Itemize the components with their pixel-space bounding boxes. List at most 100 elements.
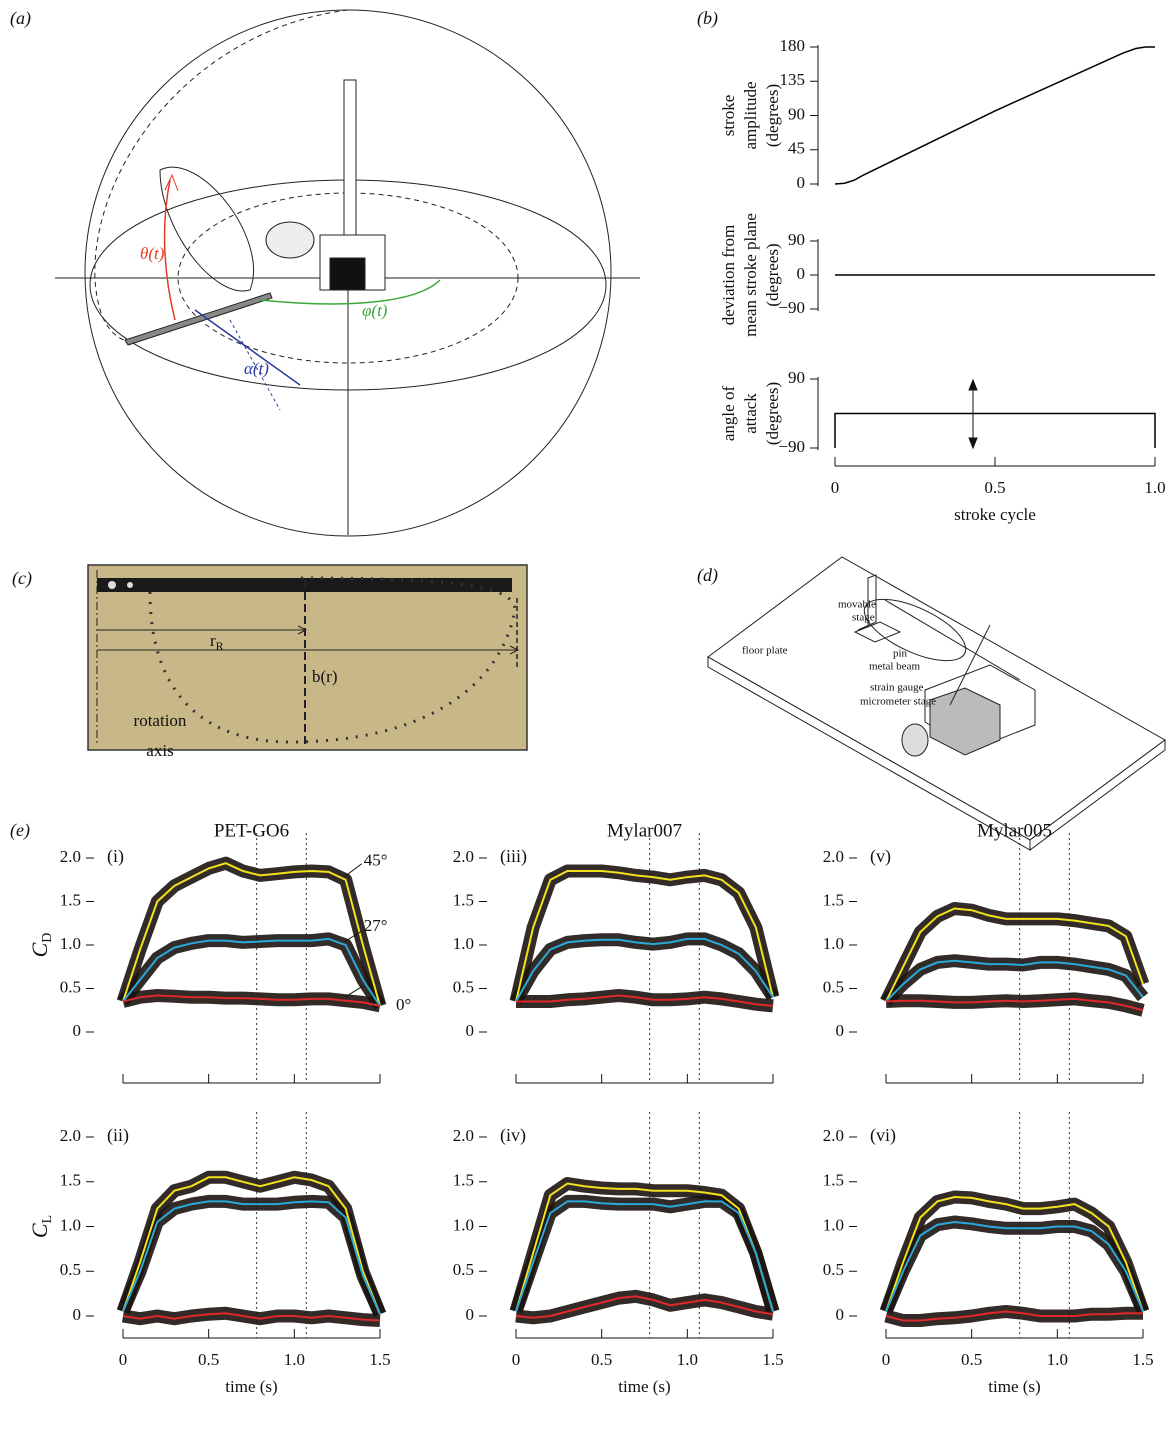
x-tick-label: 1.5 xyxy=(762,1350,783,1369)
fit-line xyxy=(885,1310,1143,1322)
panel-label: (ii) xyxy=(107,1125,129,1146)
chart-title: Mylar007 xyxy=(607,820,682,841)
rig-label: metal beam xyxy=(869,661,920,673)
y-tick-label: 1.5 xyxy=(60,890,81,909)
y-tick-label: 2.0 xyxy=(453,1126,474,1145)
x-axis-label: time (s) xyxy=(988,1377,1040,1396)
y-axis-label: mean stroke plane xyxy=(741,213,760,337)
y-tick-label: 90 xyxy=(788,104,805,123)
y-axis-label: deviation from xyxy=(719,225,738,326)
chart-title: Mylar005 xyxy=(977,820,1052,841)
fit-line xyxy=(515,1295,774,1319)
x-axis-label: time (s) xyxy=(618,1377,670,1396)
b-label: b(r) xyxy=(312,667,337,686)
y-tick-label: 1.5 xyxy=(823,1171,844,1190)
raw-data-band xyxy=(880,1215,1149,1315)
fit-line xyxy=(515,937,774,1002)
panel-label: (c) xyxy=(12,568,32,589)
y-axis-label: CD xyxy=(27,933,55,958)
leader xyxy=(345,986,362,998)
r-label: rR xyxy=(210,631,224,653)
fit-line xyxy=(885,959,1144,1003)
y-tick-label: 0 xyxy=(466,1305,475,1324)
r-text: r xyxy=(210,631,216,650)
y-label-main: C xyxy=(27,1223,52,1238)
series-label: 0° xyxy=(396,995,411,1014)
axis-label: rotation xyxy=(134,711,187,730)
fit-line xyxy=(122,994,381,1007)
x-tick-label: 0 xyxy=(119,1350,128,1369)
panel-label: (iv) xyxy=(500,1125,526,1146)
fit-line xyxy=(885,907,1144,1002)
rig-label: floor plate xyxy=(742,645,788,657)
line xyxy=(834,46,1155,185)
y-tick-label: 1.0 xyxy=(823,1215,844,1234)
panel-label: (vi) xyxy=(870,1125,896,1146)
y-tick-label: 180 xyxy=(780,36,806,55)
wing-photo xyxy=(87,564,528,751)
panel-a-diagram xyxy=(55,9,640,537)
y-tick-label: 90 xyxy=(788,230,805,249)
y-axis-label: attack xyxy=(741,393,760,434)
x-tick-label: 1.5 xyxy=(369,1350,390,1369)
chart-title: PET-GO6 xyxy=(214,820,289,841)
y-tick-label: 0 xyxy=(836,1021,845,1040)
line xyxy=(834,412,1156,448)
y-tick-label: 0.5 xyxy=(60,977,81,996)
x-tick-label: 1.0 xyxy=(284,1350,305,1369)
x-tick-label: 0.5 xyxy=(961,1350,982,1369)
y-axis-label: (degrees) xyxy=(763,382,782,445)
leader xyxy=(345,863,363,877)
r-subscript: R xyxy=(216,639,224,653)
y-label-sub: D xyxy=(40,933,55,943)
fit-line xyxy=(885,997,1144,1012)
x-tick-label: 1.0 xyxy=(1047,1350,1068,1369)
y-tick-label: 1.5 xyxy=(60,1171,81,1190)
rig-label: pin xyxy=(893,648,908,660)
y-tick-label: 0 xyxy=(73,1021,82,1040)
alpha-label: α(t) xyxy=(244,359,269,378)
series-label: 27° xyxy=(364,916,388,935)
y-tick-label: 1.0 xyxy=(60,1215,81,1234)
series-label: 45° xyxy=(364,851,388,870)
y-tick-label: 2.0 xyxy=(823,1126,844,1145)
fit-line xyxy=(515,1182,774,1312)
y-tick-label: 0 xyxy=(797,173,806,192)
panel-label: (i) xyxy=(107,846,124,867)
x-tick-label: 1.0 xyxy=(1144,478,1165,497)
y-tick-label: 0 xyxy=(73,1305,82,1324)
x-tick-label: 1.0 xyxy=(677,1350,698,1369)
x-tick-label: 0.5 xyxy=(984,478,1005,497)
y-axis-label: (degrees) xyxy=(763,243,782,306)
y-tick-label: 2.0 xyxy=(453,847,474,866)
panel-label: (b) xyxy=(697,8,718,29)
y-axis-label: (degrees) xyxy=(763,84,782,147)
rig-label: micrometer stage xyxy=(860,696,936,708)
y-tick-label: 0 xyxy=(797,264,806,283)
y-tick-label: −90 xyxy=(778,437,805,456)
fit-line xyxy=(122,937,381,1007)
fit-line xyxy=(122,1176,381,1315)
raw-data-band xyxy=(880,902,1150,1005)
y-tick-label: 1.0 xyxy=(60,934,81,953)
x-tick-label: 1.5 xyxy=(1132,1350,1153,1369)
y-tick-label: 135 xyxy=(780,70,806,89)
y-label-sub: L xyxy=(40,1215,55,1224)
panel-label: (e) xyxy=(10,820,30,841)
y-tick-label: 2.0 xyxy=(60,847,81,866)
x-tick-label: 0 xyxy=(512,1350,521,1369)
y-tick-label: 2.0 xyxy=(823,847,844,866)
y-axis-label: stroke xyxy=(719,95,738,137)
rig-label: stage xyxy=(852,612,875,624)
y-tick-label: 0 xyxy=(466,1021,475,1040)
y-axis-label: CL xyxy=(27,1215,55,1238)
rig-label: movable xyxy=(838,599,876,611)
fit-line xyxy=(885,1195,1144,1312)
phi-label: φ(t) xyxy=(362,301,388,320)
y-tick-label: 0.5 xyxy=(453,977,474,996)
fit-line xyxy=(885,1220,1144,1312)
y-tick-label: 1.0 xyxy=(453,934,474,953)
x-tick-label: 0 xyxy=(882,1350,891,1369)
y-label-main: C xyxy=(27,942,52,957)
